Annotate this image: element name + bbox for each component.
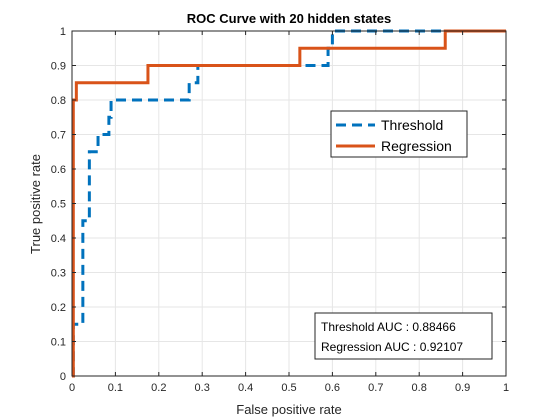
y-tick-label: 0 [60, 371, 66, 383]
x-tick-label: 0.3 [195, 382, 210, 394]
auc-annotation-box [314, 312, 493, 360]
x-tick-label: 0.4 [238, 382, 253, 394]
x-tick-label: 0.6 [325, 382, 340, 394]
y-tick-label: 0.2 [51, 302, 66, 314]
y-tick-label: 1 [60, 26, 66, 38]
legend-box [330, 110, 468, 158]
x-axis-title: False positive rate [236, 402, 342, 417]
x-tick-label: 0.8 [412, 382, 427, 394]
y-axis-title: True positive rate [28, 154, 43, 254]
auc-regression-text: Regression AUC : 0.92107 [321, 340, 463, 354]
legend-label-threshold: Threshold [381, 117, 443, 133]
legend-label-regression: Regression [381, 138, 452, 154]
auc-annotation: Threshold AUC : 0.88466 Regression AUC :… [314, 312, 493, 360]
y-tick-label: 0.8 [51, 95, 66, 107]
plot-series [71, 29, 506, 378]
y-tick-label: 0.7 [51, 130, 66, 142]
x-tick-label: 0 [69, 382, 75, 394]
x-tick-label: 0.5 [281, 382, 296, 394]
x-tick-label: 0.7 [368, 382, 383, 394]
y-tick-label: 0.6 [51, 164, 66, 176]
x-tick-label: 1 [503, 382, 509, 394]
x-tick-label: 0.9 [455, 382, 470, 394]
y-tick-label: 0.1 [51, 337, 66, 349]
grid-lines [71, 30, 507, 377]
chart-title: ROC Curve with 20 hidden states [187, 11, 391, 26]
x-tick-label: 0.1 [108, 382, 123, 394]
tick-marks: 0 0.1 0.2 0.3 0.4 0.5 0.6 0.7 0.8 0.9 1 0 0.1 0.2 0.3 0… [51, 26, 509, 394]
y-tick-label: 0.3 [51, 268, 66, 280]
legend: Threshold Regression [330, 110, 468, 158]
x-tick-label: 0.2 [151, 382, 166, 394]
y-tick-label: 0.4 [51, 233, 66, 245]
auc-threshold-text: Threshold AUC : 0.88466 [321, 320, 456, 334]
series-line-threshold [71, 29, 506, 378]
y-tick-label: 0.9 [51, 61, 66, 73]
y-tick-label: 0.5 [51, 199, 66, 211]
series-line-regression [71, 29, 506, 378]
